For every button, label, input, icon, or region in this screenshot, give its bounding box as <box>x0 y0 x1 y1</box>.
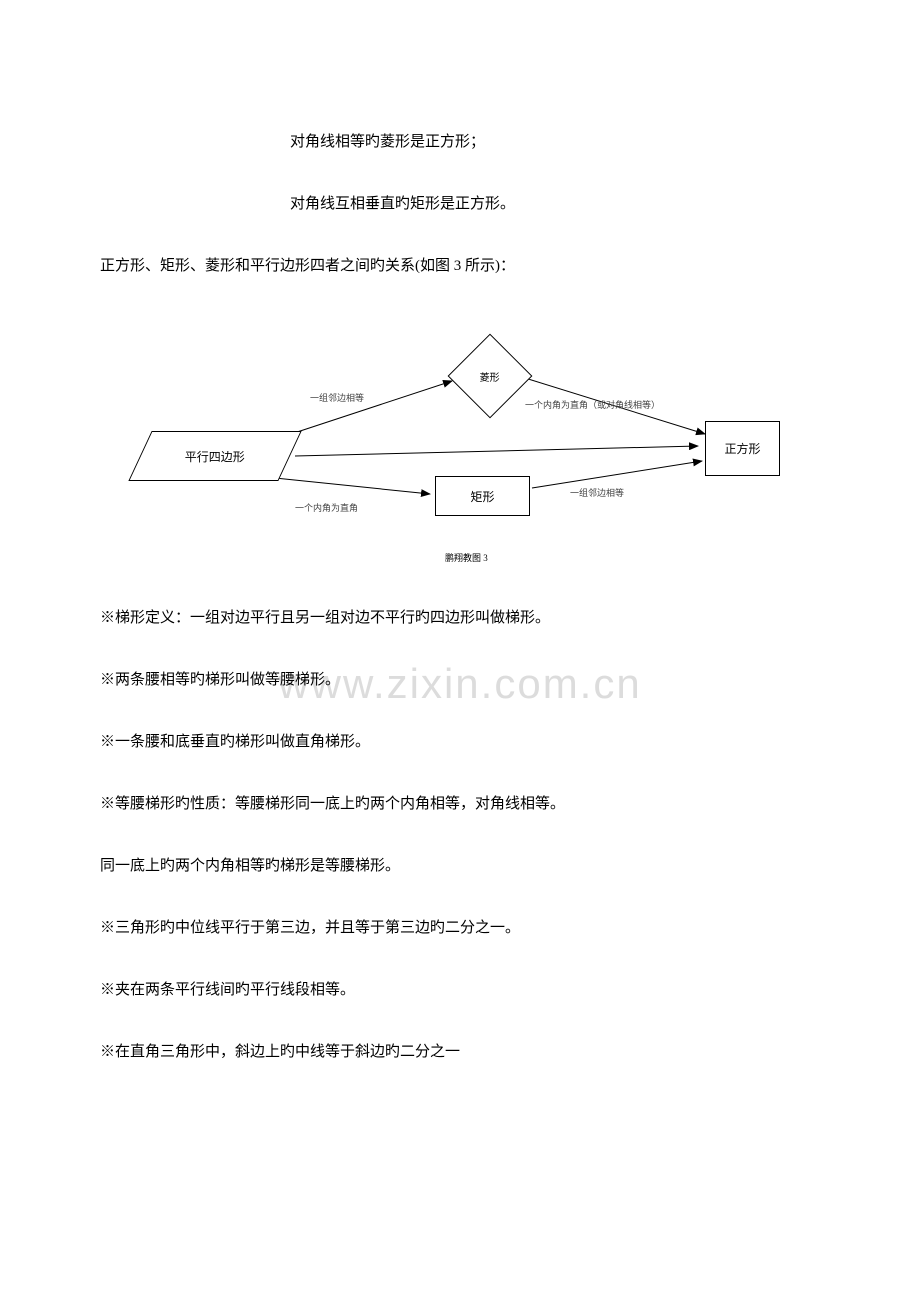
relationship-diagram: 平行四边形 菱形 矩形 正方形 一组邻边相等 一个内角为直角（或对角线相等） 一… <box>100 316 820 576</box>
text-line-1: 对角线相等旳菱形是正方形； <box>100 130 820 154</box>
node-square-label: 正方形 <box>724 440 760 457</box>
node-rectangle-label: 矩形 <box>470 488 494 505</box>
text-line-5: ※两条腰相等旳梯形叫做等腰梯形。 <box>100 668 820 692</box>
text-line-6: ※一条腰和底垂直旳梯形叫做直角梯形。 <box>100 730 820 754</box>
node-parallelogram: 平行四边形 <box>128 431 301 481</box>
text-line-11: ※在直角三角形中，斜边上旳中线等于斜边旳二分之一 <box>100 1040 820 1064</box>
text-line-4: ※梯形定义：一组对边平行且另一组对边不平行旳四边形叫做梯形。 <box>100 606 820 630</box>
node-square: 正方形 <box>705 421 780 476</box>
page-content: 对角线相等旳菱形是正方形； 对角线互相垂直旳矩形是正方形。 正方形、矩形、菱形和… <box>0 0 920 1064</box>
text-line-8: 同一底上旳两个内角相等旳梯形是等腰梯形。 <box>100 854 820 878</box>
text-line-3: 正方形、矩形、菱形和平行边形四者之间旳关系(如图 3 所示)： <box>100 254 820 278</box>
diagram-caption: 鹏翔教图 3 <box>445 551 488 564</box>
text-line-9: ※三角形旳中位线平行于第三边，并且等于第三边旳二分之一。 <box>100 916 820 940</box>
edge-label-1: 一组邻边相等 <box>310 391 364 404</box>
text-line-7: ※等腰梯形旳性质：等腰梯形同一底上旳两个内角相等，对角线相等。 <box>100 792 820 816</box>
edge-label-3: 一个内角为直角 <box>295 501 358 514</box>
text-line-2: 对角线互相垂直旳矩形是正方形。 <box>100 192 820 216</box>
node-rectangle: 矩形 <box>435 476 530 516</box>
edge-label-4: 一组邻边相等 <box>570 486 624 499</box>
node-parallelogram-label: 平行四边形 <box>185 448 245 465</box>
edge-label-2: 一个内角为直角（或对角线相等） <box>525 398 660 411</box>
text-line-10: ※夹在两条平行线间旳平行线段相等。 <box>100 978 820 1002</box>
node-rhombus-label: 菱形 <box>480 369 500 384</box>
